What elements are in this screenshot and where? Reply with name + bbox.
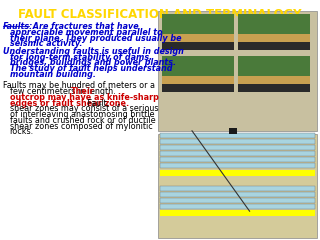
Text: Their: Their	[71, 87, 95, 96]
Bar	[160, 163, 315, 168]
Text: appreciable movement parallel to: appreciable movement parallel to	[10, 28, 162, 37]
Text: Faults may be hundred of meters or a: Faults may be hundred of meters or a	[3, 81, 155, 90]
Bar	[160, 139, 315, 144]
Text: rocks.: rocks.	[10, 127, 34, 137]
Text: of interleaving anastomosing brittle: of interleaving anastomosing brittle	[10, 110, 154, 119]
Bar	[162, 56, 234, 77]
Text: FAULT CLASSIFICATION AND TERMINALOGY: FAULT CLASSIFICATION AND TERMINALOGY	[18, 8, 302, 21]
Text: for long-term stability of dams,: for long-term stability of dams,	[10, 53, 152, 62]
Bar	[162, 76, 234, 84]
Text: faults and crushed rock or of ductile: faults and crushed rock or of ductile	[10, 116, 155, 125]
FancyBboxPatch shape	[158, 134, 317, 238]
Text: The study of fault helps understand: The study of fault helps understand	[10, 64, 172, 73]
Bar	[160, 133, 315, 138]
Bar	[160, 198, 315, 203]
Bar	[238, 34, 310, 42]
Bar	[162, 84, 234, 92]
Text: Faults:: Faults:	[3, 22, 34, 31]
Bar	[160, 151, 315, 156]
Text: Are fractures that have: Are fractures that have	[30, 22, 138, 31]
Bar	[160, 186, 315, 191]
Text: Fault: Fault	[85, 99, 107, 108]
Bar	[160, 210, 315, 216]
Bar	[162, 14, 234, 35]
Text: outcrop may have as knife-sharp: outcrop may have as knife-sharp	[10, 93, 158, 102]
Bar	[160, 145, 315, 150]
Text: shear zones may consist of a serious: shear zones may consist of a serious	[10, 104, 158, 114]
Text: few centimeters in length.: few centimeters in length.	[10, 87, 118, 96]
Bar	[160, 170, 315, 176]
Bar	[238, 42, 310, 50]
Bar	[160, 192, 315, 197]
Text: their plane. They produced usually be: their plane. They produced usually be	[10, 34, 181, 43]
Bar	[238, 14, 310, 35]
Text: mountain building.: mountain building.	[10, 70, 95, 79]
Text: edges or fault shear zone.: edges or fault shear zone.	[10, 99, 129, 108]
Text: bridges, buildings and power plants.: bridges, buildings and power plants.	[10, 58, 176, 67]
Text: seismic activity.: seismic activity.	[10, 39, 82, 48]
Bar	[229, 128, 237, 134]
Text: shear zones composed of mylonitic: shear zones composed of mylonitic	[10, 122, 152, 131]
Bar	[160, 157, 315, 162]
FancyBboxPatch shape	[158, 11, 317, 131]
Bar	[238, 76, 310, 84]
Bar	[162, 42, 234, 50]
Text: Understanding faults is useful in design: Understanding faults is useful in design	[3, 47, 184, 56]
Bar	[238, 56, 310, 77]
Bar	[160, 204, 315, 209]
Bar	[162, 34, 234, 42]
Bar	[238, 84, 310, 92]
